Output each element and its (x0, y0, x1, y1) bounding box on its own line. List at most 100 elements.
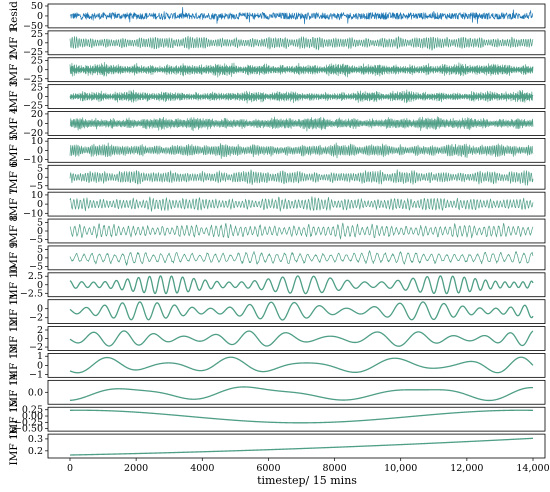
x-tick-label: 6000 (256, 463, 280, 474)
series-line-resid (69, 7, 534, 25)
y-tick-label: −25 (23, 74, 43, 85)
x-axis: 0 2000 4000 6000 8000 10,000 12,000 14,000 (67, 458, 550, 474)
panel-frame (47, 433, 546, 459)
y-tick-label: −50 (23, 21, 43, 32)
panel-imf-9: 50−5 IMF 9 (8, 242, 546, 274)
panel-frame (47, 245, 546, 271)
y-tick-label: 0 (37, 38, 43, 49)
y-tick-label: 0 (37, 11, 43, 22)
series-line-imf-9 (69, 250, 534, 266)
y-tick-label: 25 (31, 83, 43, 94)
panel-label: IMF 15 (8, 400, 20, 439)
y-tick-label: 5 (37, 244, 43, 255)
y-tick-label: −5 (29, 181, 43, 192)
y-tick-label: 10 (31, 136, 43, 147)
series-line-imf-15 (69, 409, 534, 424)
y-tick-label: 20 (31, 109, 43, 120)
series-line-imf-13 (69, 356, 534, 374)
y-tick-label: 0 (37, 226, 43, 237)
y-tick-label: 25 (31, 29, 43, 40)
x-tick-label: 14,000 (516, 463, 549, 474)
y-tick-label: 10 (31, 190, 43, 201)
y-tick-label: −5 (29, 235, 43, 246)
y-tick-label: 1 (37, 351, 43, 362)
y-tick-label: 0 (37, 172, 43, 183)
y-tick-label: −2 (29, 342, 43, 353)
panel-imf-12: 20−2 IMF 12 (8, 319, 546, 358)
panel-label: IMF 5 (8, 134, 20, 166)
panel-label: IMF 9 (8, 242, 20, 274)
panel-imf-11: 0−2 IMF 11 (8, 292, 546, 331)
series-line-imf-11 (69, 301, 534, 321)
x-tick-label: 8000 (322, 463, 346, 474)
y-tick-label: 0 (37, 304, 43, 315)
series-line-imf-3 (69, 89, 534, 104)
y-tick-label: −20 (23, 128, 43, 139)
y-tick-label: 2 (37, 325, 43, 336)
y-tick-label: 5 (37, 164, 43, 175)
y-tick-label: −0.50 (14, 424, 43, 435)
series-line-imf-6 (69, 169, 534, 186)
y-tick-label: 2.5 (28, 271, 43, 282)
y-tick-label: −1 (29, 370, 43, 381)
panel-label: IMF 16 (8, 426, 20, 465)
y-tick-label: −0.25 (14, 417, 43, 428)
x-tick-label: 10,000 (384, 463, 417, 474)
series-line-imf-8 (69, 222, 534, 240)
panel-label: Resid (8, 1, 20, 31)
panel-frame (47, 299, 546, 324)
y-tick-label: 0.2 (28, 446, 43, 457)
y-tick-label: 0 (37, 65, 43, 76)
series-line-imf-16 (69, 437, 534, 456)
series-line-imf-5 (69, 142, 534, 159)
panel-label: IMF 6 (8, 161, 20, 194)
panel-imf-13: 10−1 IMF 13 (8, 346, 546, 385)
series-line-imf-7 (69, 196, 534, 212)
x-tick-label: 0 (67, 463, 73, 474)
y-tick-label: 0 (37, 118, 43, 129)
series-line-imf-12 (69, 330, 534, 347)
y-tick-label: −2.5 (20, 288, 43, 299)
series-line-imf-14 (69, 386, 534, 402)
series-line-imf-1 (69, 35, 534, 51)
panel-label: IMF 3 (8, 80, 20, 112)
y-tick-label: 25 (31, 56, 43, 67)
panel-imf-6: 50−5 IMF 6 (8, 161, 546, 194)
y-tick-label: 0.3 (28, 434, 43, 445)
y-tick-label: −10 (23, 208, 43, 219)
y-tick-label: 0 (37, 360, 43, 371)
panel-imf-8: 50−5 IMF 8 (8, 215, 546, 247)
panel-label: IMF 4 (8, 107, 20, 140)
y-tick-label: 0 (37, 145, 43, 156)
y-tick-label: 0 (37, 199, 43, 210)
x-tick-label: 12,000 (450, 463, 483, 474)
panel-label: IMF 13 (8, 346, 20, 385)
x-axis-label: timestep/ 15 mins (257, 474, 357, 487)
series-line-imf-2 (69, 62, 534, 78)
x-tick-label: 4000 (190, 463, 214, 474)
y-tick-label: 0.00 (22, 411, 43, 422)
y-tick-label: 0.0 (28, 387, 43, 398)
panel-frame (47, 406, 546, 432)
panel-label: IMF 1 (8, 27, 20, 59)
series-line-imf-4 (69, 116, 534, 132)
y-tick-label: 5 (37, 217, 43, 228)
y-tick-label: −5 (29, 261, 43, 272)
y-tick-label: −25 (23, 47, 43, 58)
y-tick-label: 0 (37, 280, 43, 291)
series-line-imf-10 (69, 275, 534, 295)
panel-label: IMF 14 (8, 373, 20, 412)
y-tick-label: 0 (37, 253, 43, 264)
y-tick-label: −10 (23, 155, 43, 166)
y-tick-label: 50 (31, 1, 43, 12)
